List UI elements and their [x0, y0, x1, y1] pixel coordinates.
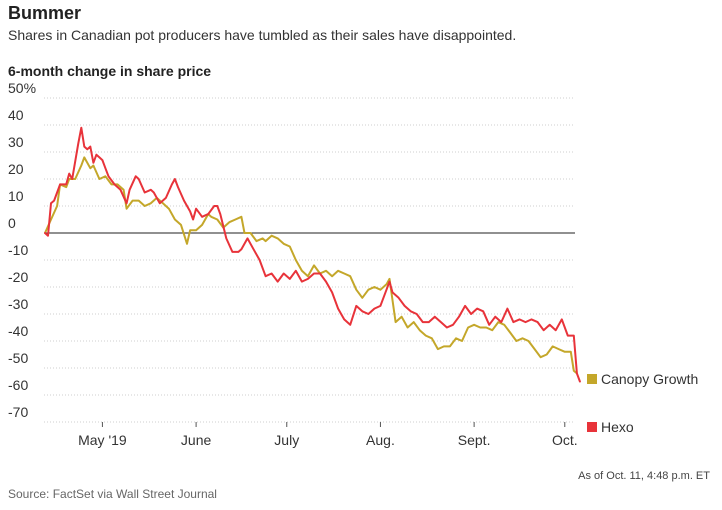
y-tick-label: -50	[8, 350, 28, 366]
y-tick-label: -40	[8, 323, 28, 339]
x-axis: May '19 June July Aug. Sept. Oct.	[78, 422, 578, 448]
series-line-hexo	[44, 126, 581, 383]
chart-subtitle: Shares in Canadian pot producers have tu…	[8, 27, 517, 43]
source-note: Source: FactSet via Wall Street Journal	[8, 487, 217, 501]
x-tick-label: Oct.	[552, 432, 578, 448]
x-tick-label: June	[181, 432, 212, 448]
legend-swatch-canopy-growth	[587, 374, 597, 384]
y-tick-labels: 50% 40 30 20 10 0 -10 -20 -30 -40 -50 -60 -70	[8, 80, 36, 420]
y-tick-label: 10	[8, 188, 24, 204]
x-tick-label: Aug.	[366, 432, 395, 448]
y-tick-label: -60	[8, 377, 28, 393]
series-lines	[44, 126, 581, 383]
x-tick-label: Sept.	[458, 432, 491, 448]
y-tick-label: -30	[8, 296, 28, 312]
legend-label-hexo: Hexo	[601, 419, 634, 435]
legend-item-canopy-growth: Canopy Growth	[587, 371, 698, 387]
y-tick-label: 20	[8, 161, 24, 177]
y-tick-label: 30	[8, 134, 24, 150]
legend-item-hexo: Hexo	[587, 419, 634, 435]
y-tick-label: 40	[8, 107, 24, 123]
x-tick-label: July	[274, 432, 299, 448]
y-axis-title: 6-month change in share price	[8, 63, 212, 79]
gridlines	[44, 97, 575, 423]
timestamp-note: As of Oct. 11, 4:48 p.m. ET	[578, 470, 710, 482]
y-tick-label: -70	[8, 404, 28, 420]
y-tick-label: -10	[8, 242, 28, 258]
y-tick-label: -20	[8, 269, 28, 285]
chart-svg: 50% 40 30 20 10 0 -10 -20 -30 -40 -50 -60 -70 May '1…	[8, 80, 581, 448]
x-tick-label: May '19	[78, 432, 127, 448]
legend-label-canopy-growth: Canopy Growth	[601, 371, 699, 387]
y-tick-label: 0	[8, 215, 16, 231]
legend-swatch-hexo	[587, 422, 597, 432]
y-tick-label: 50%	[8, 80, 36, 96]
chart-title: Bummer	[8, 3, 82, 23]
